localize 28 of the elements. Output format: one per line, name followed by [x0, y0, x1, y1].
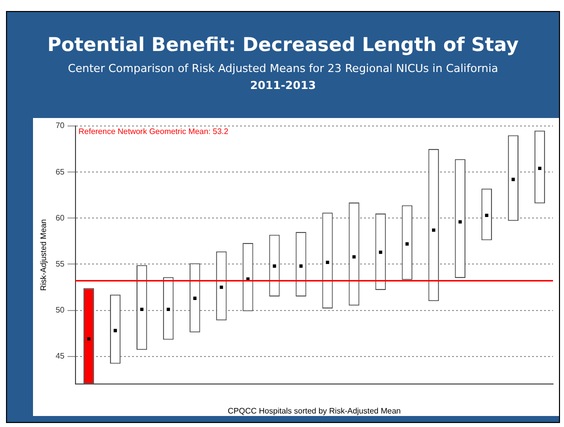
point [220, 286, 224, 289]
chart-subtitle: Center Comparison of Risk Adjusted Means for 23 Regional NICUs in California 2011-2013 [66, 62, 500, 92]
point [193, 296, 197, 300]
y-tick-label: 45 [56, 352, 66, 361]
x-axis-title: CPQCC Hospitals sorted by Risk-Adjusted Mean [228, 406, 401, 416]
y-tick-label: 60 [56, 213, 66, 222]
point [87, 337, 90, 340]
point [352, 255, 356, 258]
y-axis-title: Risk-Adjusted Mean [39, 219, 48, 291]
point [512, 178, 515, 182]
y-tick-label: 70 [56, 121, 66, 130]
point [485, 214, 488, 218]
point [378, 250, 382, 254]
point [458, 220, 462, 224]
point [272, 264, 276, 268]
y-tick-label: 55 [56, 259, 66, 268]
point [538, 166, 542, 170]
chart-title: Potential Benefit: Decreased Length of Stay [46, 34, 520, 56]
ref-line-label: Reference Network Geometric Mean: 53.2 [78, 127, 229, 136]
point [166, 308, 170, 311]
y-tick-label: 50 [56, 305, 66, 314]
point [405, 242, 409, 246]
point [140, 308, 144, 311]
point [326, 260, 330, 264]
point [114, 328, 117, 332]
point [299, 264, 303, 268]
y-tick-label: 65 [56, 167, 66, 176]
point [432, 228, 436, 232]
